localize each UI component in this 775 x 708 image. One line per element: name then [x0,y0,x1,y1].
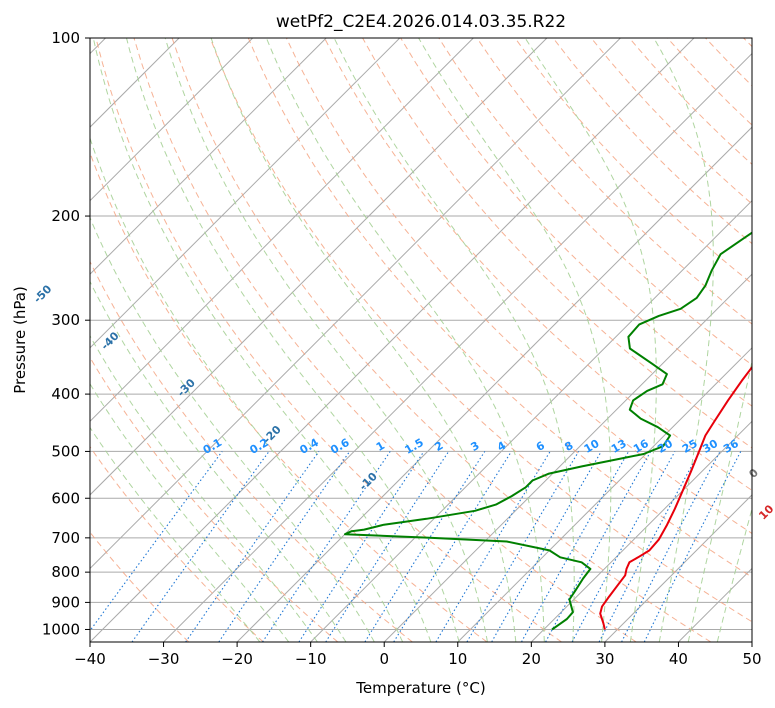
x-tick-label: 20 [522,650,541,668]
x-tick-label: 50 [742,650,761,668]
x-axis-title: Temperature (°C) [355,679,485,697]
mixing-ratio-line [90,451,223,632]
moist-adiabat-line [653,38,714,642]
moist-adiabat-line [333,38,575,642]
isotherm-line [90,38,621,570]
y-axis-title: Pressure (hPa) [11,286,29,394]
moist-adiabat-line [90,382,290,642]
isotherm-line [90,38,548,496]
dry-adiabat-line [90,445,264,642]
moist-adiabat-line [265,38,545,642]
mixing-ratio-line [545,451,652,642]
y-tick-label: 1000 [42,620,80,638]
x-tick-label: −40 [74,650,106,668]
moist-adiabat-line [92,38,432,642]
dry-adiabat-line [171,38,712,642]
y-tick-label: 900 [51,593,80,611]
mixing-ratio-line [131,451,270,642]
dry-adiabat-line [247,38,752,578]
x-tick-label: −20 [221,650,253,668]
temperature-profile-line [599,365,752,630]
isotherm-line [163,52,752,642]
dry-adiabat-line [90,356,339,642]
mixing-ratio-line [571,451,676,642]
isotherm-line [530,420,752,642]
y-tick-label: 700 [51,529,80,547]
moist-adiabat-line [716,507,752,642]
mixing-ratio-line [218,451,351,642]
x-tick-label: 40 [669,650,688,668]
y-tick-label: 100 [51,29,80,47]
mixing-ratio-line [298,451,425,642]
moist-adiabat-line [210,38,517,642]
profile-lines [344,231,752,631]
moist-adiabat-line [90,426,261,642]
dry-adiabat-line [90,260,413,642]
x-tick-label: −10 [295,650,327,668]
moist-adiabat-line [164,38,488,642]
x-tick-label: 30 [595,650,614,668]
moist-adiabat-line [418,38,612,642]
moist-adiabat-line [126,38,460,642]
x-tick-label: 0 [379,650,389,668]
moist-adiabat-line [524,38,657,642]
dry-adiabat-line [514,38,752,285]
y-tick-label: 400 [51,385,80,403]
isotherm-line [90,38,327,275]
background-lines [90,38,752,642]
dry-adiabat-line [209,38,752,623]
x-tick-label: 10 [448,650,467,668]
isotherm-line [90,38,254,202]
mixing-ratio-line [521,451,630,642]
isotherm-line [457,347,752,642]
y-tick-label: 200 [51,207,80,225]
mixing-ratio-line [393,451,512,642]
dry-adiabat-line [95,38,562,642]
isotherm-line [90,38,695,642]
mixing-ratio-line [185,451,320,642]
isotherm-line [604,494,752,642]
plot-frame [89,37,753,643]
dewpoint-profile-line [344,231,752,631]
y-tick-label: 600 [51,489,80,507]
mixing-ratio-line [643,451,742,642]
y-tick-label: 500 [51,442,80,460]
x-tick-label: −30 [148,650,180,668]
isotherm-line [90,38,401,349]
mixing-ratio-lines [90,451,742,642]
mixing-ratio-line [325,451,450,642]
isotherm-line [236,126,752,642]
y-tick-label: 300 [51,311,80,329]
moist-adiabat-line [90,334,318,642]
moist-adiabat-label: 10 [756,502,775,522]
mixing-ratio-line [262,451,391,642]
moist-adiabat-line [90,136,404,642]
axis-ticks: −40 −30 −20 −10 0 10 20 30 40 50 100 200 300 400 500 60… [42,29,762,668]
dry-adiabat-line [324,38,752,491]
moist-adiabat-line [90,216,375,642]
isotherm-line [90,38,474,423]
y-tick-label: 800 [51,563,80,581]
chart-title: wetPf2_C2E4.2026.014.03.35.R22 [276,12,566,32]
moist-adiabat-line [687,359,752,642]
